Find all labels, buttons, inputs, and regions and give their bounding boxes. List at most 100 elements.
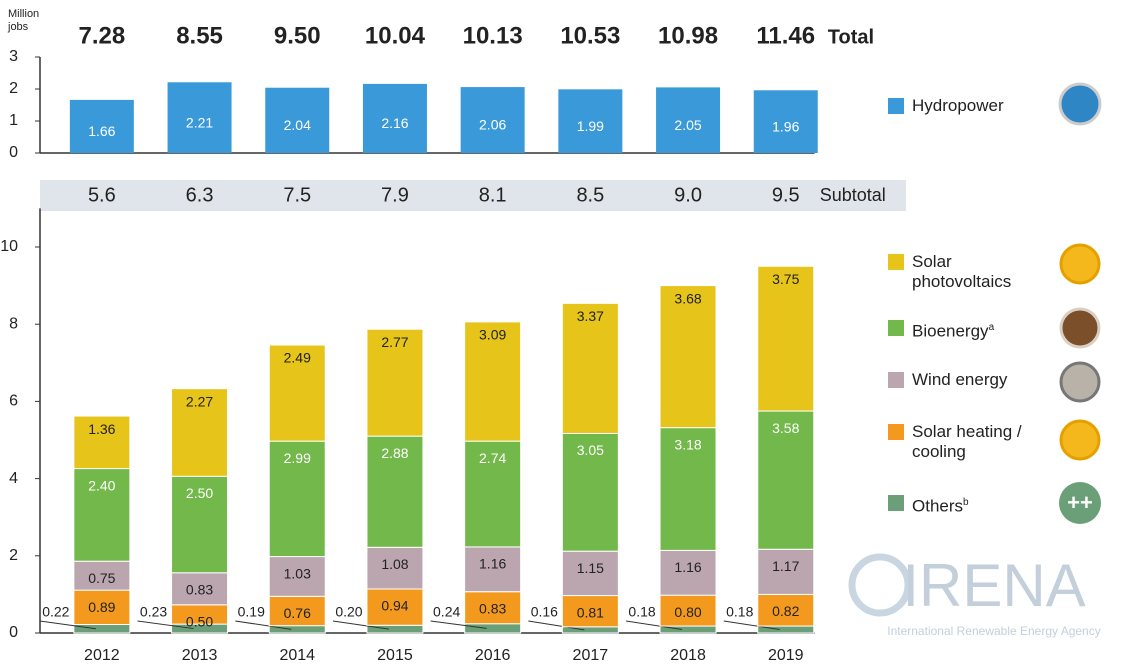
- leader-line: [430, 620, 487, 629]
- watermark-subtitle: International Renewable Energy Agency: [887, 624, 1100, 638]
- bar-segment: [561, 595, 619, 628]
- y-tick-label: 4: [9, 470, 18, 487]
- legend-label: Bioenergy: [912, 321, 989, 341]
- value-label: 0.16: [531, 604, 558, 620]
- bar-segment: [268, 595, 326, 627]
- value-label: 0.94: [381, 598, 408, 614]
- value-label: 1.36: [88, 421, 115, 437]
- value-label: 2.74: [479, 450, 506, 466]
- value-label: 3.05: [577, 442, 604, 458]
- bar-segment: [171, 475, 229, 574]
- legend-label: Others: [912, 496, 964, 516]
- y-tick-label: 0: [9, 144, 18, 161]
- subtotal-label: 6.3: [186, 184, 214, 206]
- legend-label: Solar photovoltaics: [912, 252, 1012, 291]
- svg-text:++: ++: [1067, 490, 1093, 515]
- y-tick-label: 8: [9, 315, 18, 332]
- value-label: 2.21: [186, 114, 213, 130]
- bar: [753, 90, 818, 153]
- subtotal-label: 7.5: [283, 184, 311, 206]
- value-label: 2.77: [381, 334, 408, 350]
- total-label: 10.53: [560, 22, 620, 49]
- watermark-logo: [848, 553, 912, 617]
- value-label: 2.99: [284, 450, 311, 466]
- x-tick-label: 2015: [377, 647, 413, 664]
- bar-segment: [757, 593, 815, 627]
- value-label: 2.04: [284, 117, 311, 133]
- value-label: 0.83: [479, 600, 506, 616]
- bar-segment: [561, 432, 619, 552]
- value-label: 3.09: [479, 327, 506, 343]
- x-tick-label: 2017: [573, 647, 609, 664]
- value-label: 0.80: [674, 604, 701, 620]
- legend-entry: Solar photovoltaics: [912, 252, 1052, 292]
- value-label: 1.16: [479, 556, 506, 572]
- bar: [265, 87, 330, 153]
- value-label: 2.27: [186, 393, 213, 409]
- y-tick-label: 2: [9, 547, 18, 564]
- x-tick-label: 2018: [670, 647, 706, 664]
- legend-swatch: [888, 372, 904, 388]
- subtotal-label: 9.0: [674, 184, 702, 206]
- legend-entry: Wind energy: [912, 370, 1052, 390]
- value-label: 0.24: [433, 604, 460, 620]
- subtotal-label: 8.5: [576, 184, 604, 206]
- y-tick-label: 1: [9, 112, 18, 129]
- value-label: 0.19: [238, 604, 265, 620]
- legend-icons: ++: [1058, 82, 1102, 524]
- value-label: 2.16: [381, 115, 408, 131]
- legend-note: a: [988, 322, 995, 333]
- bar-segment: [561, 302, 619, 434]
- value-label: 2.49: [284, 350, 311, 366]
- value-label: 2.05: [674, 117, 701, 133]
- x-tick-label: 2016: [475, 647, 511, 664]
- subtotal-name: Subtotal: [820, 185, 886, 205]
- value-label: 0.81: [577, 604, 604, 620]
- bar: [656, 87, 721, 153]
- subtotal-label: 8.1: [479, 184, 507, 206]
- legend-label: Hydropower: [912, 96, 1004, 115]
- value-label: 0.82: [772, 603, 799, 619]
- y-axis-label: Million jobs: [8, 8, 40, 33]
- legend-entry: Othersb: [912, 493, 1052, 517]
- total-name: Total: [828, 26, 874, 48]
- bar-segment: [73, 468, 131, 562]
- legend-swatch: [888, 495, 904, 511]
- subtotal-band: [40, 180, 906, 211]
- subtotal-label: 5.6: [88, 184, 116, 206]
- value-label: 0.20: [335, 604, 362, 620]
- bar-segment: [73, 415, 131, 470]
- bar-segment: [73, 589, 131, 626]
- legend-swatch: [888, 254, 904, 270]
- legend-entry: Hydropower: [912, 96, 1052, 116]
- legend-swatch: [888, 320, 904, 336]
- bar: [69, 99, 134, 153]
- total-label: 11.46: [756, 22, 815, 49]
- bar-segment: [659, 549, 717, 596]
- value-label: 2.06: [479, 117, 506, 133]
- value-label: 0.76: [284, 605, 311, 621]
- value-label: 0.18: [726, 604, 753, 620]
- bar-segment: [757, 548, 815, 595]
- value-label: 1.17: [772, 558, 799, 574]
- bar: [167, 82, 232, 153]
- bar-segment: [464, 623, 522, 634]
- value-label: 0.75: [88, 570, 115, 586]
- legend-swatch: [888, 98, 904, 114]
- value-label: 2.50: [186, 485, 213, 501]
- total-label: 7.28: [78, 22, 125, 49]
- legend-entry: Bioenergya: [912, 318, 1052, 342]
- bar-segment: [366, 328, 424, 437]
- bar: [460, 87, 525, 153]
- value-label: 3.68: [674, 290, 701, 306]
- subtotal-label: 9.5: [772, 184, 800, 206]
- bar-segment: [171, 388, 229, 477]
- y-tick-label: 0: [9, 624, 18, 641]
- value-label: 1.66: [88, 123, 115, 139]
- value-label: 0.23: [140, 604, 167, 620]
- bar-segment: [464, 440, 522, 548]
- leader-line: [137, 620, 194, 630]
- value-label: 1.08: [381, 556, 408, 572]
